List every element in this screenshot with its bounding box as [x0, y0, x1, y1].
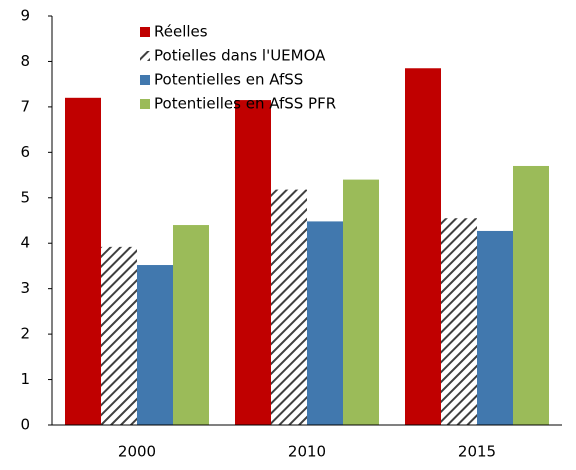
bar [173, 225, 209, 425]
legend-label: Potielles dans l'UEMOA [154, 47, 326, 65]
bar [477, 230, 513, 425]
bar [101, 246, 137, 425]
y-tick-label: 6 [20, 143, 30, 161]
y-tick-label: 0 [20, 416, 30, 434]
bar [65, 97, 101, 426]
y-tick-label: 8 [20, 52, 30, 70]
legend-label: Potentielles en AfSS [154, 71, 303, 89]
bar [405, 68, 441, 425]
x-tick-label: 2000 [118, 443, 156, 461]
legend-swatch [140, 99, 150, 109]
legend-label: Potentielles en AfSS PFR [154, 95, 336, 113]
y-tick-label: 4 [20, 234, 30, 252]
legend-swatch [140, 75, 150, 85]
legend-swatch [140, 51, 150, 61]
x-tick-label: 2015 [458, 443, 496, 461]
y-tick-label: 9 [20, 7, 30, 25]
bar [513, 165, 549, 425]
bar [441, 218, 477, 425]
y-tick-label: 7 [20, 97, 30, 115]
bar [271, 189, 307, 425]
legend-label: Réelles [154, 23, 208, 41]
y-tick-label: 1 [20, 370, 30, 388]
bar [235, 100, 271, 426]
y-tick-label: 3 [20, 279, 30, 297]
y-tick-label: 5 [20, 188, 30, 206]
legend-swatch [140, 27, 150, 37]
bar [307, 221, 343, 425]
y-tick-label: 2 [20, 325, 30, 343]
bar [343, 179, 379, 425]
bar [137, 265, 173, 425]
x-tick-label: 2010 [288, 443, 326, 461]
